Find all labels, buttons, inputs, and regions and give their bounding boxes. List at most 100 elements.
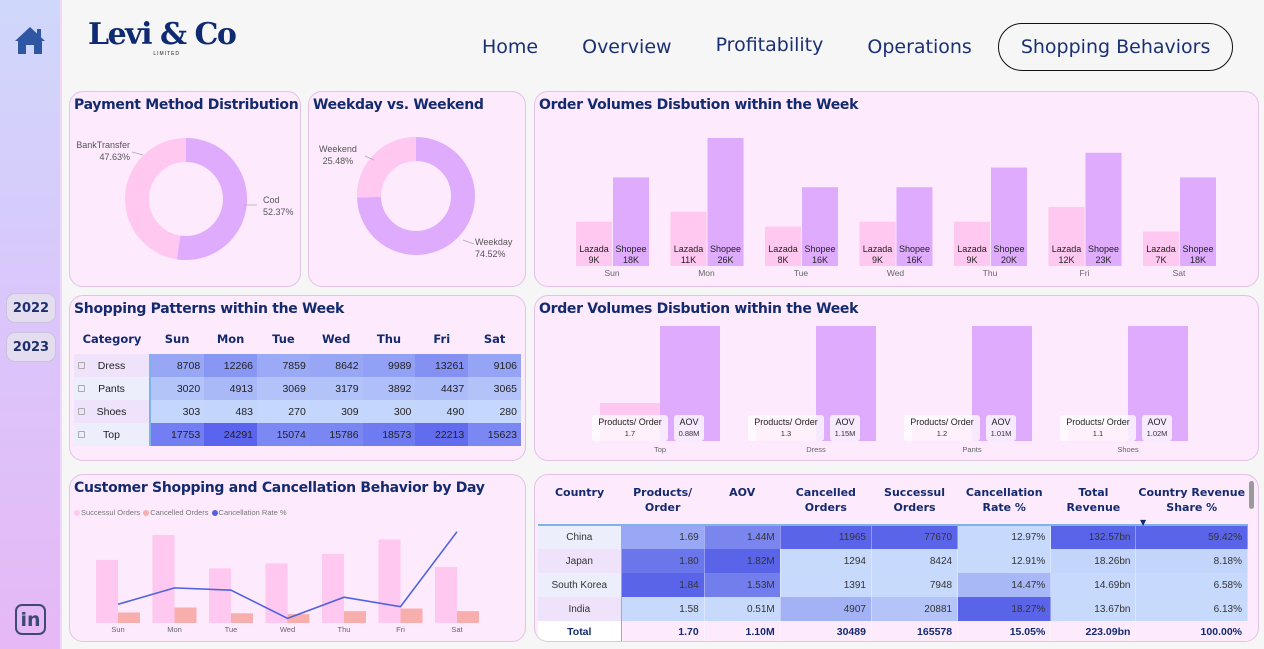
table-cell-rate[interactable]: 12.91% bbox=[957, 549, 1052, 573]
table-cell[interactable]: 18573 bbox=[362, 423, 416, 446]
table-cell[interactable]: 8642 bbox=[309, 354, 363, 377]
col-header-products-order[interactable]: Products/ Order bbox=[633, 486, 693, 514]
bar-lazada-thu[interactable] bbox=[954, 221, 990, 266]
bar-cancelled-mon[interactable] bbox=[174, 607, 197, 623]
table-cell-revenue[interactable]: 14.69bn bbox=[1050, 573, 1137, 597]
col-header-country[interactable]: Country bbox=[554, 486, 605, 499]
col-header-total-revenue[interactable]: Total Revenue bbox=[1066, 486, 1121, 514]
table-cell-cancelled[interactable]: 4907 bbox=[780, 597, 872, 621]
table-cell[interactable]: 4913 bbox=[204, 377, 257, 400]
bar-cancelled-sat[interactable] bbox=[457, 611, 479, 623]
col-header-aov[interactable]: AOV bbox=[729, 486, 756, 499]
table-cell-rate[interactable]: 18.27% bbox=[957, 597, 1052, 621]
table-scrollbar[interactable] bbox=[1249, 481, 1254, 509]
table-cell[interactable]: 309 bbox=[309, 400, 363, 423]
nav-overview[interactable]: Overview bbox=[582, 36, 672, 58]
country-cell[interactable]: Japan bbox=[538, 549, 622, 573]
sort-desc-icon[interactable]: ▼ bbox=[1139, 518, 1147, 527]
table-cell[interactable]: 270 bbox=[257, 400, 310, 423]
bar-successful-sun[interactable] bbox=[96, 559, 118, 623]
table-cell-revenue[interactable]: 13.67bn bbox=[1050, 597, 1137, 621]
year-filter-2023[interactable]: 2023 bbox=[6, 332, 56, 362]
bar-shopee-thu[interactable] bbox=[991, 167, 1027, 266]
col-header-category[interactable]: Category bbox=[82, 332, 142, 346]
col-header-thu[interactable]: Thu bbox=[376, 332, 402, 346]
country-cell[interactable]: South Korea bbox=[538, 573, 622, 597]
table-cell-cancelled[interactable]: 1294 bbox=[780, 549, 872, 573]
table-cell[interactable]: 8708 bbox=[150, 354, 205, 377]
table-cell-successful[interactable]: 20881 bbox=[871, 597, 959, 621]
table-cell-revenue[interactable]: 132.57bn bbox=[1050, 525, 1137, 549]
table-cell[interactable]: 3065 bbox=[468, 377, 521, 400]
bar-cancelled-wed[interactable] bbox=[287, 614, 310, 623]
bar-shopee-fri[interactable] bbox=[1085, 152, 1122, 266]
country-cell[interactable]: China bbox=[538, 525, 622, 549]
bar-lazada-wed[interactable] bbox=[859, 221, 896, 266]
table-cell[interactable]: 4437 bbox=[415, 377, 469, 400]
table-cell-revenue[interactable]: 18.26bn bbox=[1050, 549, 1137, 573]
table-cell-aov[interactable]: 1.82M bbox=[704, 549, 781, 573]
bar-lazada-sat[interactable] bbox=[1143, 231, 1179, 266]
nav-profitability[interactable]: Profitability bbox=[715, 34, 824, 56]
table-cell[interactable]: 13261 bbox=[415, 354, 469, 377]
linkedin-icon[interactable]: in bbox=[15, 604, 46, 635]
bar-successful-wed[interactable] bbox=[265, 563, 288, 623]
table-cell[interactable]: 22213 bbox=[415, 423, 469, 446]
legend-item-cancelled[interactable]: Cancelled Orders bbox=[143, 508, 209, 517]
table-cell[interactable]: 490 bbox=[415, 400, 469, 423]
table-cell-ppo[interactable]: 1.58 bbox=[621, 597, 705, 621]
col-header-successful[interactable]: Successul Orders bbox=[884, 486, 945, 514]
table-cell-successful[interactable]: 8424 bbox=[871, 549, 959, 573]
bar-cancelled-sun[interactable] bbox=[118, 612, 140, 623]
table-cell[interactable]: 3020 bbox=[150, 377, 205, 400]
col-header-sat[interactable]: Sat bbox=[483, 332, 506, 346]
expand-icon[interactable] bbox=[78, 408, 85, 415]
table-cell-aov[interactable]: 1.53M bbox=[704, 573, 781, 597]
bar-shopee-wed[interactable] bbox=[896, 187, 933, 266]
table-cell[interactable]: 12266 bbox=[204, 354, 257, 377]
bar-cancelled-fri[interactable] bbox=[400, 608, 423, 623]
bar-lazada-sun[interactable] bbox=[576, 221, 612, 266]
col-header-fri[interactable]: Fri bbox=[433, 332, 451, 346]
table-cell[interactable]: 303 bbox=[150, 400, 205, 423]
expand-icon[interactable] bbox=[78, 431, 85, 438]
country-cell[interactable]: India bbox=[538, 597, 622, 621]
bar-shopee-sun[interactable] bbox=[613, 177, 649, 266]
table-cell[interactable]: 300 bbox=[362, 400, 416, 423]
col-header-cancelled[interactable]: Cancelled Orders bbox=[795, 486, 856, 514]
table-cell-cancelled[interactable]: 11965 bbox=[780, 525, 872, 549]
donut-slice-cod[interactable] bbox=[176, 138, 247, 260]
bar-successful-thu[interactable] bbox=[322, 553, 344, 623]
table-cell[interactable]: 9989 bbox=[362, 354, 416, 377]
table-cell-share[interactable]: 6.58% bbox=[1135, 573, 1248, 597]
bar-successful-sat[interactable] bbox=[435, 567, 457, 623]
table-cell[interactable]: 280 bbox=[468, 400, 521, 423]
table-cell-rate[interactable]: 12.97% bbox=[957, 525, 1052, 549]
table-cell-ppo[interactable]: 1.84 bbox=[621, 573, 705, 597]
bar-lazada-fri[interactable] bbox=[1048, 206, 1085, 266]
year-filter-2022[interactable]: 2022 bbox=[6, 293, 56, 323]
table-cell[interactable]: 15074 bbox=[257, 423, 310, 446]
table-cell-rate[interactable]: 14.47% bbox=[957, 573, 1052, 597]
table-cell[interactable]: 24291 bbox=[204, 423, 257, 446]
table-cell-aov[interactable]: 1.44M bbox=[704, 525, 781, 549]
table-cell[interactable]: 3179 bbox=[309, 377, 363, 400]
bar-lazada-tue[interactable] bbox=[765, 226, 801, 266]
table-cell-aov[interactable]: 0.51M bbox=[704, 597, 781, 621]
table-cell[interactable]: 17753 bbox=[150, 423, 205, 446]
nav-operations[interactable]: Operations bbox=[867, 36, 972, 58]
table-cell-successful[interactable]: 7948 bbox=[871, 573, 959, 597]
table-cell[interactable]: 7859 bbox=[257, 354, 310, 377]
bar-cancelled-tue[interactable] bbox=[231, 613, 253, 623]
bar-shopee-mon[interactable] bbox=[707, 138, 744, 266]
table-cell[interactable]: 15623 bbox=[468, 423, 521, 446]
table-cell-share[interactable]: 6.13% bbox=[1135, 597, 1248, 621]
line-cancellation-rate[interactable] bbox=[117, 531, 458, 620]
expand-icon[interactable] bbox=[78, 385, 85, 392]
nav-shopping-behaviors[interactable]: Shopping Behaviors bbox=[997, 23, 1234, 71]
home-icon[interactable] bbox=[14, 25, 46, 55]
legend-item-successful[interactable]: Successul Orders bbox=[74, 508, 140, 517]
bar-successful-tue[interactable] bbox=[209, 568, 231, 623]
col-header-revenue-share[interactable]: Country Revenue Share % ▼ bbox=[1136, 475, 1248, 527]
table-cell-successful[interactable]: 77670 bbox=[871, 525, 959, 549]
